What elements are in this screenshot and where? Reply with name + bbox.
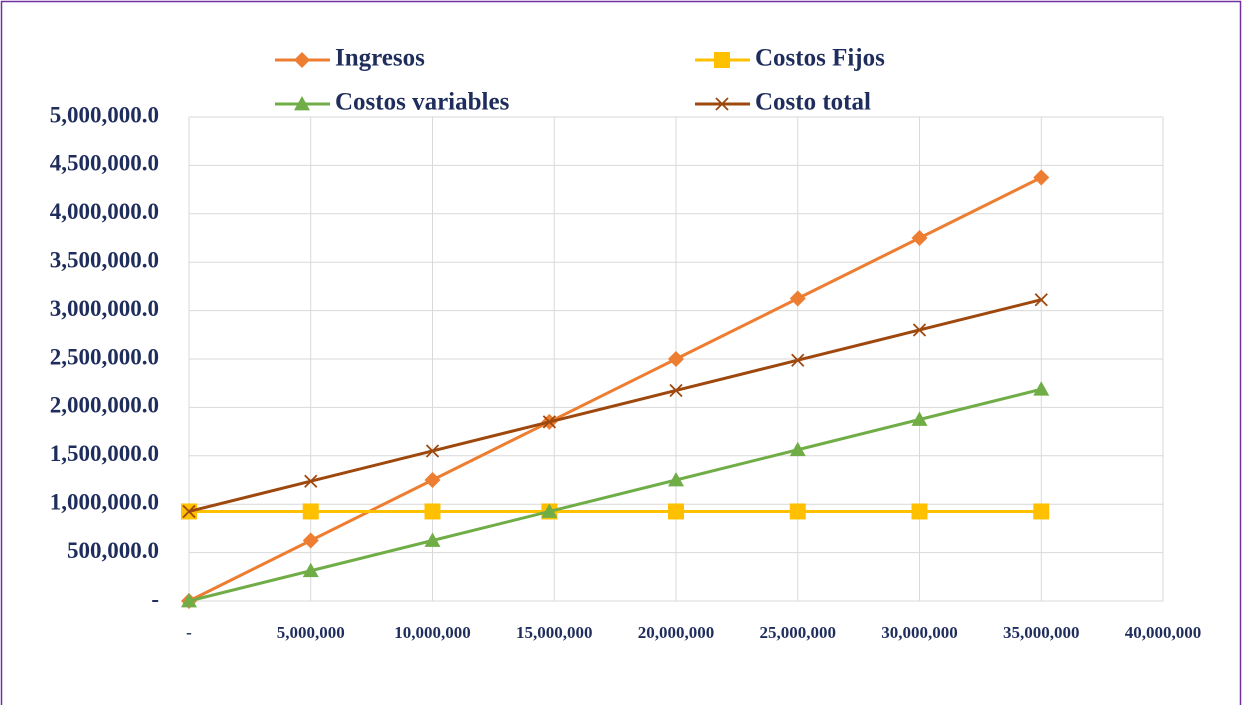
y-tick-label: 5,000,000.0 (50, 102, 159, 127)
marker (791, 353, 805, 367)
marker (911, 411, 928, 426)
marker (1034, 293, 1048, 307)
marker (789, 441, 806, 457)
marker (911, 503, 928, 520)
x-tick-label: 30,000,000 (881, 623, 958, 642)
legend-label: Ingresos (335, 45, 425, 72)
marker (542, 415, 557, 429)
x-tick-label: 35,000,000 (1003, 623, 1080, 642)
marker (181, 593, 197, 608)
series-line (188, 176, 1042, 603)
marker (668, 503, 684, 520)
legend-label: Costos Fijos (755, 45, 885, 72)
marker (789, 503, 806, 520)
legend-marker (294, 96, 310, 111)
y-tick-label: 3,500,000.0 (50, 247, 159, 272)
marker (302, 562, 319, 578)
marker (668, 351, 684, 367)
x-tick-label: 5,000,000 (277, 623, 345, 642)
y-tick-label: 1,500,000.0 (50, 441, 159, 466)
marker (425, 444, 440, 458)
marker (302, 503, 319, 520)
legend-marker (294, 52, 310, 68)
x-tick-label: 15,000,000 (516, 623, 593, 642)
y-tick-label: 3,000,000.0 (50, 296, 159, 321)
marker (302, 532, 319, 549)
marker (669, 383, 683, 398)
marker (789, 290, 806, 307)
legend-marker (715, 97, 729, 111)
y-tick-label: 4,500,000.0 (50, 151, 159, 176)
y-tick-label: 4,000,000.0 (50, 199, 159, 224)
marker (541, 503, 558, 518)
marker (1033, 381, 1050, 396)
y-tick-label: 2,500,000.0 (50, 344, 159, 369)
marker (424, 503, 441, 520)
marker (912, 323, 927, 337)
marker (424, 472, 441, 488)
marker (668, 472, 684, 487)
y-tick-label: 2,000,000.0 (50, 393, 159, 418)
marker (424, 532, 441, 547)
x-tick-label: 10,000,000 (394, 623, 471, 642)
series-line (188, 298, 1042, 513)
legend-label: Costo total (755, 89, 871, 116)
y-tick-label: 500,000.0 (67, 538, 159, 563)
x-tick-label: 40,000,000 (1125, 623, 1202, 642)
series-line (188, 387, 1042, 603)
y-tick-label: - (151, 586, 159, 611)
legend-label: Costos variables (335, 89, 510, 116)
x-tick-label: - (186, 623, 192, 642)
x-tick-label: 25,000,000 (760, 623, 837, 642)
marker (182, 504, 196, 519)
marker (911, 230, 928, 246)
marker (1033, 169, 1050, 186)
y-tick-label: 1,000,000.0 (50, 489, 159, 514)
legend-marker (714, 52, 730, 68)
x-tick-label: 20,000,000 (638, 623, 715, 642)
marker (1033, 503, 1050, 520)
marker (304, 474, 318, 488)
